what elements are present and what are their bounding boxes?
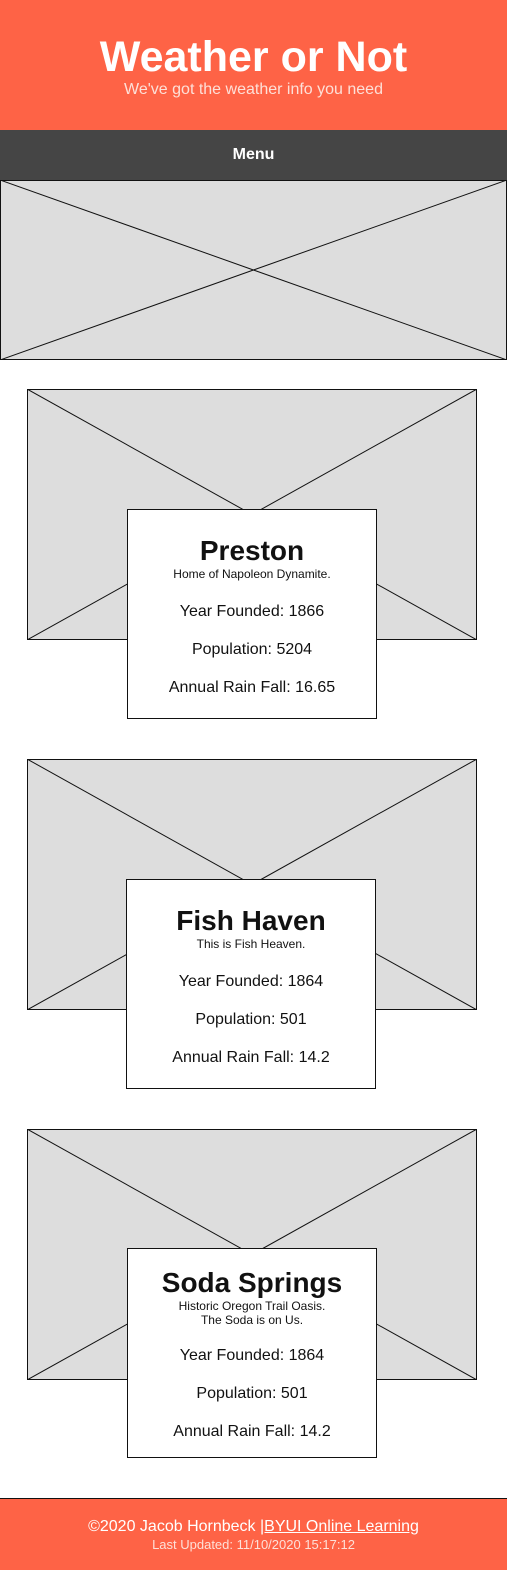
town-motto-line: This is Fish Heaven.	[196, 937, 306, 951]
town-card-preston: Preston Home of Napoleon Dynamite. Year …	[127, 509, 377, 719]
town-card-fish-haven: Fish Haven This is Fish Heaven. Year Fou…	[126, 879, 376, 1089]
town-population: Population: 501	[196, 1385, 308, 1402]
hero-image-placeholder	[0, 180, 507, 360]
town-rainfall: Annual Rain Fall: 14.2	[173, 1423, 331, 1440]
byui-link[interactable]: |BYUI Online Learning	[259, 1518, 419, 1535]
site-tagline: We've got the weather info you need	[124, 81, 383, 98]
site-title: Weather or Not	[99, 33, 408, 81]
site-header: Weather or Not We've got the weather inf…	[0, 0, 507, 130]
nav-bar: Menu	[0, 130, 507, 180]
town-year-founded: Year Founded: 1864	[178, 973, 324, 990]
town-name: Preston	[199, 535, 305, 566]
town-population: Population: 5204	[191, 641, 313, 658]
town-motto: Home of Napoleon Dynamite.	[128, 567, 376, 581]
town-motto: This is Fish Heaven.	[127, 937, 375, 951]
copyright-text: ©2020 Jacob Hornbeck	[88, 1518, 260, 1535]
town-motto-line: Historic Oregon Trail Oasis.	[178, 1299, 326, 1313]
site-footer: ©2020 Jacob Hornbeck |BYUI Online Learni…	[0, 1498, 507, 1570]
town-motto: Historic Oregon Trail Oasis. The Soda is…	[128, 1299, 376, 1327]
last-updated: Last Updated: 11/10/2020 15:17:12	[152, 1537, 355, 1552]
town-year-founded: Year Founded: 1866	[179, 603, 325, 620]
town-motto-line: Home of Napoleon Dynamite.	[173, 567, 331, 581]
footer-copyright: ©2020 Jacob Hornbeck |BYUI Online Learni…	[0, 1517, 507, 1537]
town-rainfall: Annual Rain Fall: 14.2	[172, 1049, 330, 1066]
town-rainfall: Annual Rain Fall: 16.65	[168, 679, 336, 696]
town-name: Fish Haven	[176, 905, 326, 936]
town-motto-line: The Soda is on Us.	[200, 1313, 304, 1327]
menu-button[interactable]: Menu	[232, 146, 275, 163]
town-population: Population: 501	[195, 1011, 307, 1028]
town-year-founded: Year Founded: 1864	[179, 1347, 325, 1364]
town-card-soda-springs: Soda Springs Historic Oregon Trail Oasis…	[127, 1248, 377, 1458]
town-name: Soda Springs	[161, 1267, 343, 1298]
